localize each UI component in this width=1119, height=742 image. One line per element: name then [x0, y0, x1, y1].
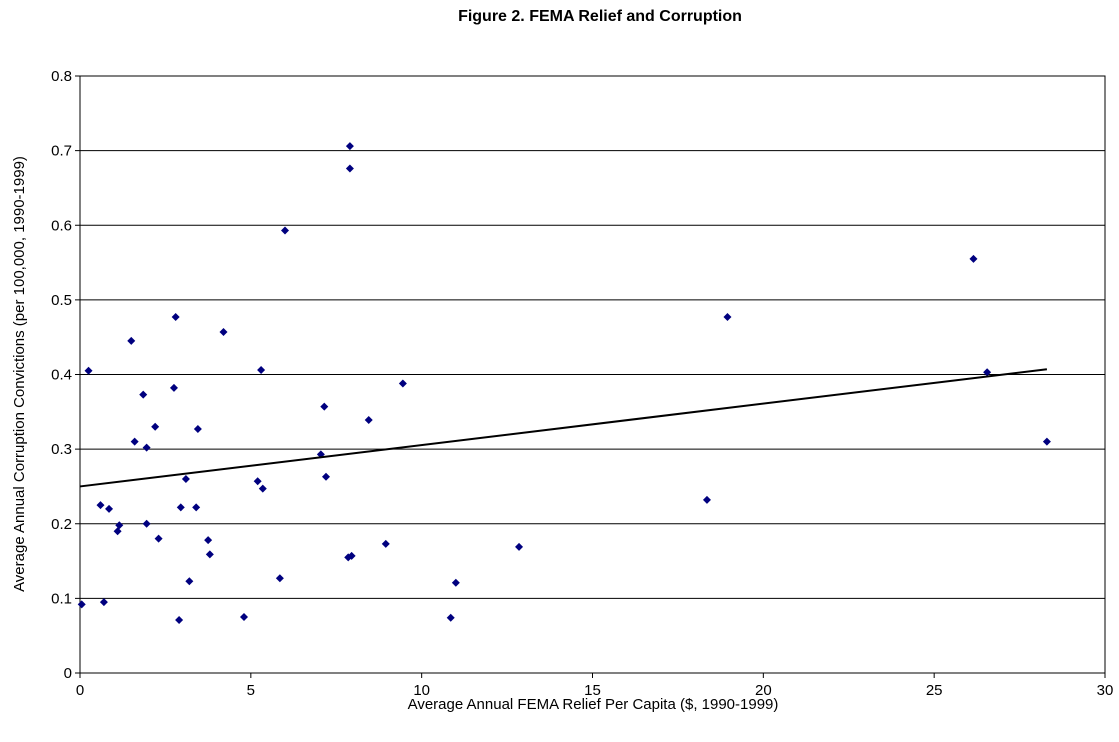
data-point: [151, 422, 160, 431]
data-point: [192, 503, 201, 512]
x-axis-label: Average Annual FEMA Relief Per Capita ($…: [408, 696, 779, 713]
x-tick-label: 5: [247, 682, 255, 699]
y-tick-label: 0.6: [51, 217, 72, 234]
data-point: [219, 327, 228, 336]
data-point: [446, 613, 455, 622]
data-point: [381, 539, 390, 548]
data-point: [99, 598, 108, 607]
y-tick-label: 0: [64, 665, 72, 682]
x-tick-label: 15: [584, 682, 601, 699]
data-point: [364, 416, 373, 425]
y-tick-label: 0.8: [51, 68, 72, 85]
data-point: [1042, 437, 1051, 446]
data-point: [345, 142, 354, 151]
chart-title: Figure 2. FEMA Relief and Corruption: [458, 8, 742, 25]
data-point: [281, 226, 289, 235]
data-point: [515, 542, 524, 551]
data-point: [84, 366, 93, 375]
x-tick-label: 30: [1097, 682, 1114, 699]
gridlines: [80, 150, 1105, 599]
x-tick-label: 20: [755, 682, 772, 699]
data-point: [142, 443, 151, 452]
data-point: [113, 527, 122, 536]
data-point: [171, 313, 180, 322]
x-tick-label: 0: [76, 682, 84, 699]
data-point: [702, 495, 711, 504]
data-point: [175, 616, 184, 625]
data-point: [723, 313, 732, 322]
data-point: [398, 379, 407, 388]
y-tick-label: 0.5: [51, 292, 72, 309]
data-point: [240, 613, 248, 622]
data-point: [130, 437, 139, 446]
data-point: [983, 368, 992, 377]
data-point: [77, 600, 86, 609]
data-point: [258, 484, 267, 493]
data-point: [275, 574, 284, 583]
y-tick-label: 0.3: [51, 441, 72, 458]
x-tick-label: 10: [413, 682, 430, 699]
data-point: [96, 501, 105, 510]
y-tick-label: 0.7: [51, 143, 72, 160]
data-point: [969, 254, 978, 263]
data-point: [139, 390, 148, 399]
data-point: [185, 577, 194, 586]
data-point: [142, 519, 151, 528]
data-point: [176, 503, 185, 512]
data-point: [127, 336, 136, 345]
y-tick-label: 0.1: [51, 590, 72, 607]
data-point: [154, 534, 163, 543]
data-point: [115, 521, 124, 530]
x-tick-label: 25: [926, 682, 943, 699]
axis-ticks: 0 0.1 0.2 0.3 0.4 0.5 0.6 0.7 0.8 0 5 10 15 20 25 30: [51, 68, 1113, 699]
trendline: [79, 368, 1048, 488]
data-point: [257, 366, 266, 375]
data-point: [253, 477, 262, 486]
data-point: [105, 504, 114, 513]
data-point: [204, 536, 213, 545]
data-point: [451, 578, 460, 587]
data-point: [345, 164, 354, 173]
data-point: [181, 474, 190, 483]
y-tick-label: 0.4: [51, 367, 72, 384]
y-axis-label: Average Annual Corruption Convictions (p…: [11, 156, 28, 592]
data-point: [347, 551, 356, 560]
data-points: [77, 142, 1051, 625]
data-point: [193, 424, 202, 433]
data-point: [322, 472, 330, 481]
y-tick-label: 0.2: [51, 516, 72, 533]
data-point: [205, 550, 214, 559]
data-point: [169, 383, 178, 392]
data-point: [320, 402, 329, 411]
